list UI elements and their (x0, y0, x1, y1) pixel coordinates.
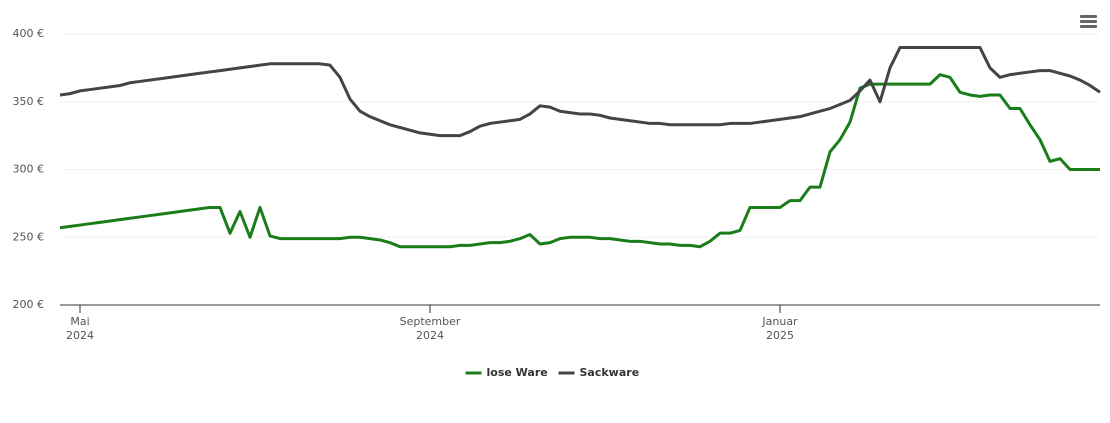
legend-label: lose Ware (487, 366, 548, 379)
line-series (59, 73, 1100, 249)
y-tick-label: 400 € (13, 27, 45, 40)
legend: lose Ware Sackware (465, 366, 640, 379)
menu-bar (1080, 25, 1097, 28)
x-tick-label: Januar (761, 315, 798, 328)
y-tick-label: 300 € (13, 163, 45, 176)
x-tick-label: September (400, 315, 461, 328)
line-series (59, 46, 1101, 138)
y-tick-label: 250 € (13, 230, 45, 243)
x-tick-label: Mai (70, 315, 89, 328)
menu-bar (1080, 15, 1097, 18)
x-tick-label: 2024 (66, 329, 94, 342)
legend-label: Sackware (580, 366, 640, 379)
y-tick-label: 200 € (13, 298, 45, 311)
x-tick-label: 2024 (416, 329, 444, 342)
menu-bar (1080, 20, 1097, 23)
y-tick-label: 350 € (13, 95, 45, 108)
menu-icon[interactable] (1080, 15, 1097, 28)
x-tick-label: 2025 (766, 329, 794, 342)
